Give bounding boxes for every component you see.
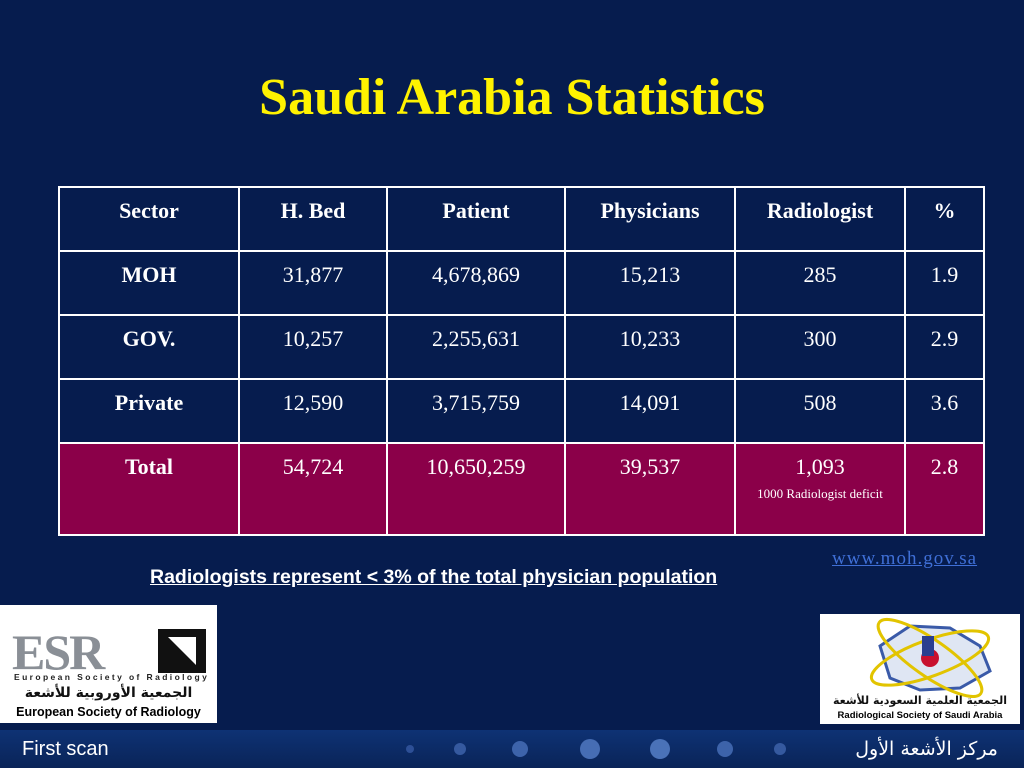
esr-arabic-name: الجمعية الأوروبية للأشعة	[24, 685, 193, 701]
total-row: Total 54,724 10,650,259 39,537 1,093 100…	[58, 442, 985, 536]
rssa-logo: الجمعية العلمية السعودية للأشعة Radiolog…	[820, 614, 1020, 724]
statistics-table: Sector H. Bed Patient Physicians Radiolo…	[58, 186, 985, 536]
cell-radiologist: 300	[734, 314, 906, 380]
header-physicians: Physicians	[564, 186, 736, 252]
slide-title: Saudi Arabia Statistics	[259, 69, 765, 126]
cell-percent: 3.6	[904, 378, 985, 444]
cell-patient: 2,255,631	[386, 314, 566, 380]
cell-h-bed: 12,590	[238, 378, 388, 444]
esr-logo: ESR European Society of Radiology الجمعي…	[0, 605, 217, 723]
header-radiologist: Radiologist	[734, 186, 906, 252]
esr-logo-mark: ESR	[12, 629, 206, 673]
footer-bar: First scan مركز الأشعة الأول	[0, 730, 1024, 768]
footer-right-text: مركز الأشعة الأول	[855, 738, 998, 760]
cell-physicians: 14,091	[564, 378, 736, 444]
header-percent: %	[904, 186, 985, 252]
total-patient: 10,650,259	[386, 442, 566, 536]
cell-patient: 3,715,759	[386, 378, 566, 444]
row-label: MOH	[58, 250, 240, 316]
header-h-bed: H. Bed	[238, 186, 388, 252]
cell-physicians: 10,233	[564, 314, 736, 380]
esr-english-name: European Society of Radiology	[16, 705, 201, 719]
rssa-arabic-name: الجمعية العلمية السعودية للأشعة	[832, 694, 1008, 707]
cell-patient: 4,678,869	[386, 250, 566, 316]
cell-percent: 1.9	[904, 250, 985, 316]
cell-h-bed: 31,877	[238, 250, 388, 316]
summary-text: Radiologists represent < 3% of the total…	[150, 566, 718, 588]
table-header-row: Sector H. Bed Patient Physicians Radiolo…	[58, 186, 985, 252]
header-patient: Patient	[386, 186, 566, 252]
cell-percent: 2.9	[904, 314, 985, 380]
total-h-bed: 54,724	[238, 442, 388, 536]
cell-h-bed: 10,257	[238, 314, 388, 380]
source-link[interactable]: www.moh.gov.sa	[832, 548, 978, 569]
esr-logo-small-text: European Society of Radiology	[14, 672, 210, 682]
deficit-note: 1000 Radiologist deficit	[757, 486, 883, 501]
table-row: MOH 31,877 4,678,869 15,213 285 1.9	[58, 250, 985, 316]
total-radiologist-cell: 1,093 1000 Radiologist deficit	[734, 442, 906, 536]
footer-left-text: First scan	[22, 738, 109, 760]
total-radiologist: 1,093	[795, 454, 845, 479]
rssa-emblem-icon	[869, 618, 992, 698]
row-label: GOV.	[58, 314, 240, 380]
cell-physicians: 15,213	[564, 250, 736, 316]
total-label: Total	[58, 442, 240, 536]
header-sector: Sector	[58, 186, 240, 252]
cell-radiologist: 285	[734, 250, 906, 316]
row-label: Private	[58, 378, 240, 444]
table-row: GOV. 10,257 2,255,631 10,233 300 2.9	[58, 314, 985, 380]
cell-radiologist: 508	[734, 378, 906, 444]
total-physicians: 39,537	[564, 442, 736, 536]
rssa-english-name: Radiological Society of Saudi Arabia	[837, 710, 1003, 721]
decorative-dots-icon	[406, 739, 786, 759]
table-row: Private 12,590 3,715,759 14,091 508 3.6	[58, 378, 985, 444]
esr-logo-letters: ESR	[12, 629, 106, 673]
total-percent: 2.8	[904, 442, 985, 536]
